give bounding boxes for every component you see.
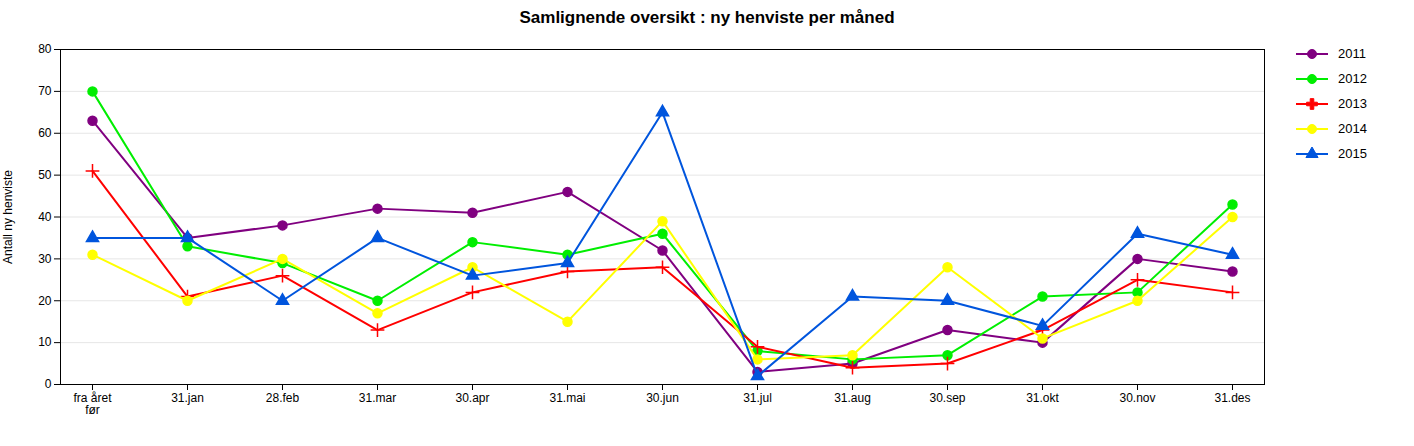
svg-text:31.des: 31.des	[1214, 391, 1250, 405]
svg-text:30: 30	[38, 252, 52, 266]
html-text:2015: 2015	[1338, 146, 1367, 161]
html-text:2011: 2011	[1338, 46, 1366, 61]
svg-text:10: 10	[38, 335, 52, 349]
svg-text:40: 40	[38, 210, 52, 224]
svg-text:50: 50	[38, 168, 52, 182]
svg-text:60: 60	[38, 126, 52, 140]
svg-text:31.jul: 31.jul	[743, 391, 772, 405]
html-text:2013: 2013	[1338, 96, 1367, 111]
svg-text:31.aug: 31.aug	[834, 391, 871, 405]
html-text:2012: 2012	[1338, 71, 1367, 86]
svg-text:30.nov: 30.nov	[1119, 391, 1155, 405]
svg-text:31.mar: 31.mar	[359, 391, 396, 405]
svg-text:31.jan: 31.jan	[171, 391, 204, 405]
svg-text:30.sep: 30.sep	[929, 391, 965, 405]
svg-text:Antall ny henviste: Antall ny henviste	[1, 170, 15, 264]
svg-text:28.feb: 28.feb	[266, 391, 300, 405]
svg-text:80: 80	[38, 42, 52, 56]
html-text:Samlignende oversikt : ny henv: Samlignende oversikt : ny henviste per m…	[519, 8, 895, 27]
svg-text:31.okt: 31.okt	[1026, 391, 1059, 405]
svg-text:20: 20	[38, 294, 52, 308]
html-text:2014: 2014	[1338, 121, 1367, 136]
svg-text:0: 0	[45, 377, 52, 391]
svg-text:fra åretfør: fra åretfør	[73, 391, 112, 417]
svg-text:30.jun: 30.jun	[646, 391, 679, 405]
svg-text:31.mai: 31.mai	[549, 391, 585, 405]
svg-text:30.apr: 30.apr	[455, 391, 489, 405]
svg-text:70: 70	[38, 84, 52, 98]
